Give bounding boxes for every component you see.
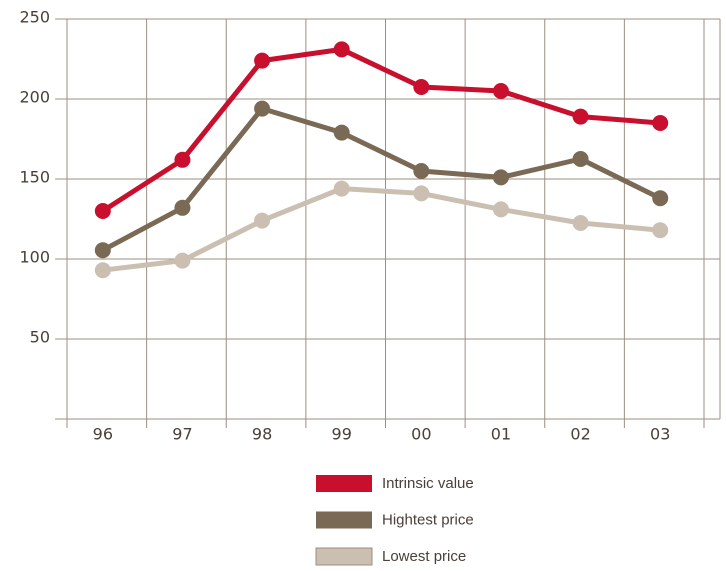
x-tick-label: 99 <box>332 425 352 444</box>
x-tick-label: 03 <box>650 425 670 444</box>
data-point <box>333 41 350 58</box>
data-point <box>174 151 191 168</box>
data-point <box>94 203 111 219</box>
x-tick-label: 98 <box>252 425 272 444</box>
legend-swatch <box>316 475 372 492</box>
legend-label: Hightest price <box>382 511 474 528</box>
y-tick-label: 100 <box>19 248 50 267</box>
y-tick-label: 50 <box>30 328 50 347</box>
y-tick-label: 150 <box>19 168 50 187</box>
data-point <box>413 163 430 179</box>
data-point <box>492 83 509 99</box>
legend-swatch <box>316 511 372 529</box>
x-tick-label: 97 <box>172 425 192 444</box>
x-tick-label: 01 <box>491 425 511 444</box>
data-point <box>333 124 350 141</box>
data-point <box>572 215 589 231</box>
x-tick-label: 96 <box>93 425 113 444</box>
data-point <box>492 201 509 218</box>
series-line <box>101 46 661 214</box>
series-line <box>102 186 661 273</box>
data-point <box>572 151 589 167</box>
data-point <box>174 199 191 216</box>
data-point <box>94 262 111 279</box>
data-point <box>254 52 271 69</box>
legend-label: Intrinsic value <box>382 475 474 492</box>
y-tick-label: 250 <box>19 8 50 27</box>
legend-swatch <box>315 547 373 566</box>
data-point <box>492 169 509 186</box>
data-point <box>652 222 669 239</box>
data-point <box>572 108 589 125</box>
data-point <box>652 190 669 207</box>
data-point <box>254 100 271 117</box>
x-tick-label: 02 <box>570 425 590 444</box>
data-point <box>94 242 111 259</box>
data-point <box>652 115 669 131</box>
x-tick-label: 00 <box>411 425 431 444</box>
data-point <box>254 212 271 229</box>
data-point <box>413 185 430 202</box>
data-point <box>333 180 350 197</box>
y-tick-label: 200 <box>19 88 50 107</box>
series-line <box>101 106 662 253</box>
data-point <box>413 79 430 95</box>
legend-label: Lowest price <box>382 548 466 565</box>
data-point <box>174 252 191 269</box>
